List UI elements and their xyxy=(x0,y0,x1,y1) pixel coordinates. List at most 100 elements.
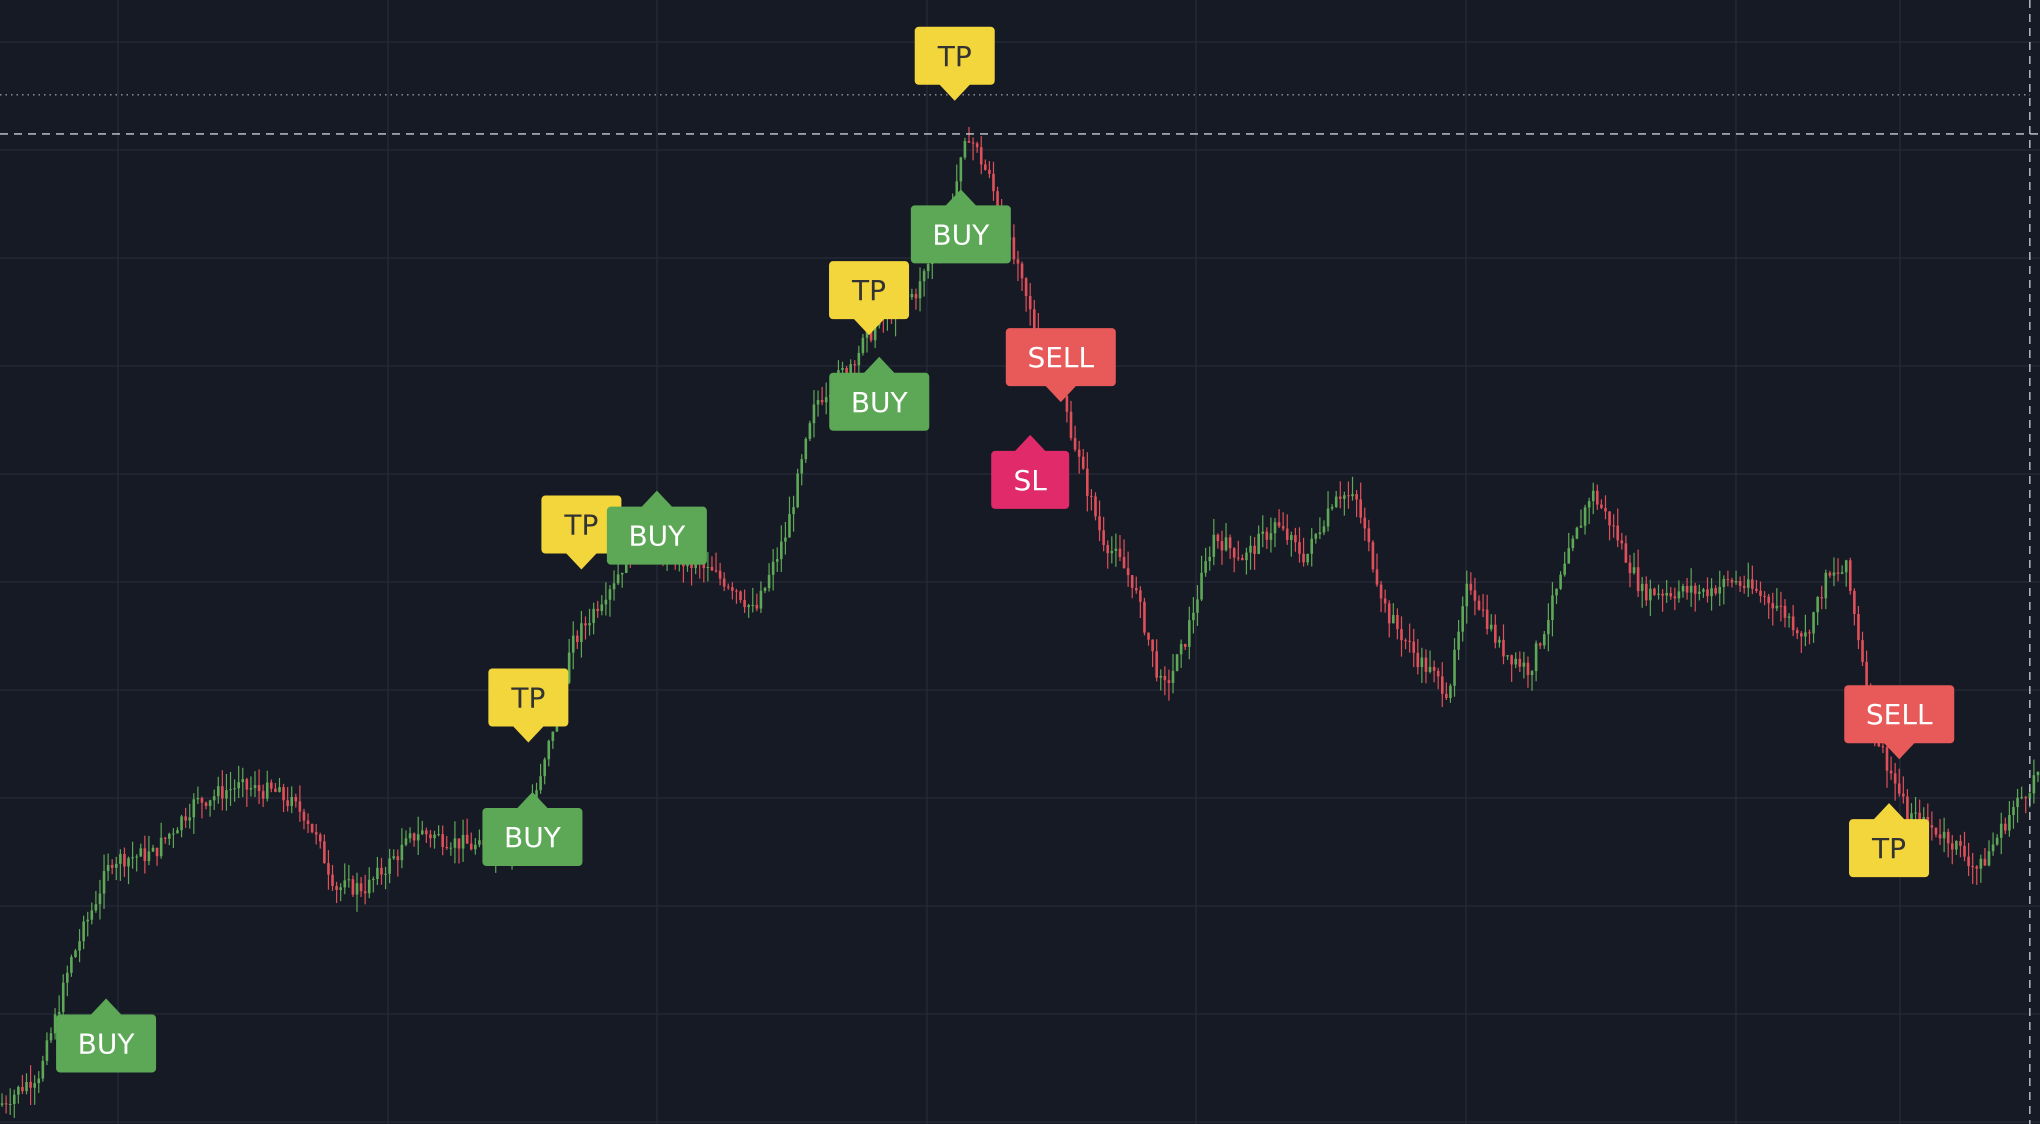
candle-body-down xyxy=(1347,495,1350,497)
candle-body-down xyxy=(155,847,159,857)
signal-label-text: SELL xyxy=(1027,341,1094,374)
candle-body-up xyxy=(849,364,852,376)
candle-body-up xyxy=(196,797,200,800)
candle-body-up xyxy=(1334,496,1338,507)
candle-body-up xyxy=(812,404,816,424)
signal-label-buy: BUY xyxy=(606,490,707,565)
candle-body-down xyxy=(1857,613,1860,641)
candle-body-up xyxy=(588,623,591,626)
candle-body-up xyxy=(1114,548,1118,551)
signal-box xyxy=(829,261,910,320)
candle-body-down xyxy=(988,169,991,174)
candle-body-up xyxy=(41,1060,45,1079)
candle-body-down xyxy=(1881,746,1885,748)
candle-body-up xyxy=(1322,526,1326,533)
candle-body-up xyxy=(233,788,236,790)
candle-body-up xyxy=(1179,643,1183,655)
candle-body-down xyxy=(1604,507,1607,512)
candle-body-up xyxy=(131,857,134,859)
candle-body-up xyxy=(408,833,412,839)
candle-body-up xyxy=(2012,807,2015,816)
candle-body-down xyxy=(351,879,355,895)
candle-body-up xyxy=(1192,612,1195,621)
candle-body-up xyxy=(90,910,94,920)
candle-body-down xyxy=(731,587,734,591)
candle-body-up xyxy=(249,788,253,790)
candle-body-up xyxy=(1575,527,1579,539)
candle-body-up xyxy=(253,785,257,789)
candle-body-up xyxy=(1824,572,1828,599)
candle-body-up xyxy=(114,863,118,868)
candle-body-down xyxy=(1281,526,1285,529)
candle-body-down xyxy=(1220,541,1224,551)
candle-body-up xyxy=(241,779,245,783)
candle-body-up xyxy=(2036,771,2040,776)
candle-body-down xyxy=(596,608,600,612)
candle-body-down xyxy=(1685,586,1689,593)
candle-body-up xyxy=(478,840,481,845)
candle-body-down xyxy=(1445,693,1448,698)
candle-body-down xyxy=(1367,528,1371,543)
candle-body-down xyxy=(1073,438,1077,450)
candle-body-up xyxy=(1245,552,1248,561)
candle-body-up xyxy=(404,838,408,845)
candle-body-down xyxy=(1265,531,1269,540)
candle-body-up xyxy=(1196,599,1199,613)
candle-body-down xyxy=(1285,528,1289,540)
candle-body-down xyxy=(1975,866,1979,869)
signal-pointer xyxy=(640,490,673,508)
candle-body-down xyxy=(1624,543,1628,563)
candle-body-down xyxy=(1693,585,1697,594)
candle-body-up xyxy=(600,604,604,612)
candle-body-down xyxy=(245,779,249,790)
signal-label-buy: BUY xyxy=(482,792,583,866)
candle-body-down xyxy=(1412,641,1416,653)
candle-body-up xyxy=(1665,592,1668,596)
candle-body-down xyxy=(1612,525,1615,527)
signal-label-text: TP xyxy=(563,509,598,542)
candle-body-up xyxy=(1249,545,1252,553)
candle-body-up xyxy=(873,325,877,341)
candle-body-down xyxy=(1600,504,1603,508)
candle-body-up xyxy=(384,873,387,875)
candle-body-up xyxy=(1522,662,1526,667)
candle-body-up xyxy=(1159,675,1163,678)
candle-body-up xyxy=(535,790,538,800)
candle-body-down xyxy=(1791,616,1795,631)
candle-body-up xyxy=(1787,616,1791,618)
candle-body-up xyxy=(567,652,571,683)
candle-body-up xyxy=(86,919,90,922)
candle-body-up xyxy=(1718,586,1722,594)
candle-body-up xyxy=(2032,775,2036,794)
candle-body-down xyxy=(1016,259,1020,264)
candle-body-down xyxy=(1086,468,1089,496)
candle-body-down xyxy=(363,891,367,894)
candle-body-down xyxy=(1759,590,1762,596)
candle-body-up xyxy=(1188,620,1191,647)
candle-body-up xyxy=(172,833,175,835)
candle-body-down xyxy=(1959,840,1962,846)
candle-body-down xyxy=(1795,630,1799,634)
candle-body-up xyxy=(1110,550,1114,554)
candle-body-down xyxy=(1494,624,1497,643)
candle-body-down xyxy=(1155,651,1158,678)
candle-body-up xyxy=(1583,507,1587,526)
candle-body-down xyxy=(1751,579,1754,589)
candle-body-up xyxy=(1175,654,1179,671)
signal-pointer xyxy=(1044,385,1077,403)
candle-body-up xyxy=(1461,606,1464,632)
candle-body-up xyxy=(1204,561,1207,573)
candle-body-up xyxy=(543,759,546,777)
candle-body-up xyxy=(449,847,453,849)
candle-body-up xyxy=(592,608,595,624)
candle-body-up xyxy=(1942,831,1946,839)
signal-label-buy: BUY xyxy=(910,189,1011,264)
candle-body-down xyxy=(123,853,126,867)
candle-body-up xyxy=(347,879,351,881)
candle-body-up xyxy=(816,400,820,405)
candle-body-down xyxy=(359,883,363,892)
candle-body-down xyxy=(1436,670,1440,677)
signal-label-text: TP xyxy=(1871,832,1906,865)
